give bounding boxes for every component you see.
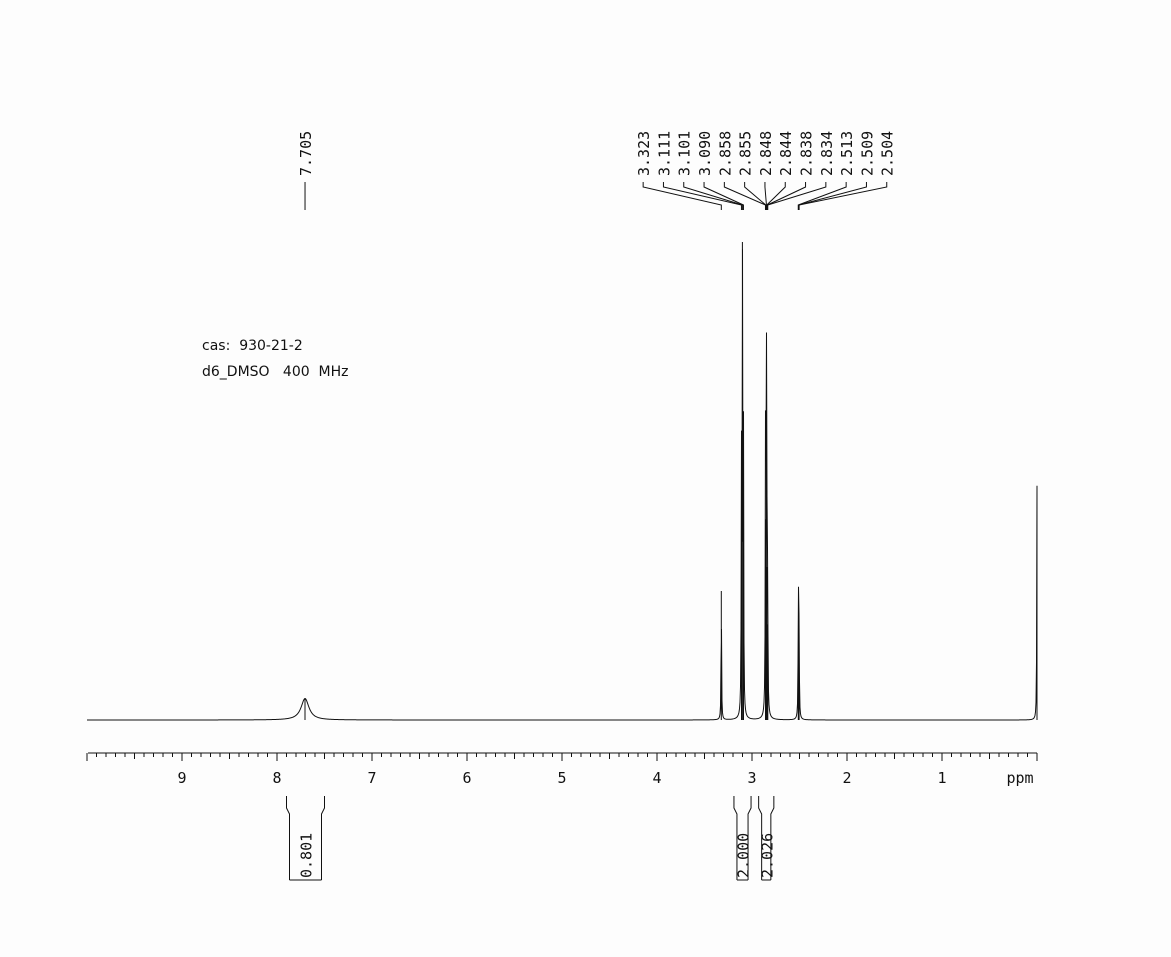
x-axis: 9 8 7 6 5 4 3 2 1 xyxy=(86,752,1038,787)
peak-labels: 7.705 3.323 3.111 3.101 3.090 2.858 2.855 2.848… xyxy=(297,131,897,210)
peak-label: 2.509 xyxy=(858,131,876,176)
peak-label-connector xyxy=(798,182,867,210)
x-axis-label: ppm xyxy=(1006,769,1033,787)
peak-label-connector xyxy=(642,182,722,210)
peak-label: 3.111 xyxy=(655,131,673,176)
x-tick-label: 9 xyxy=(177,769,186,787)
peak-label: 2.844 xyxy=(777,131,795,176)
peak-label-connector xyxy=(767,182,827,210)
peak-label-connector xyxy=(766,182,807,210)
peak-label: 7.705 xyxy=(297,131,315,176)
x-tick-label: 4 xyxy=(652,769,661,787)
peak-label-connector xyxy=(766,182,786,210)
integral-value: 2.000 xyxy=(735,833,753,878)
x-tick-label: 7 xyxy=(367,769,376,787)
x-tick-label: 6 xyxy=(462,769,471,787)
x-tick-label: 1 xyxy=(937,769,946,787)
peak-label-connector xyxy=(798,182,888,210)
spectrum-trace xyxy=(87,242,1038,721)
peak-label-connector xyxy=(703,182,744,210)
x-tick-label: 8 xyxy=(272,769,281,787)
peak-label: 2.504 xyxy=(879,131,897,176)
integral-bracket xyxy=(286,796,290,880)
sample-cas-annotation: cas: 930-21-2 xyxy=(202,338,303,354)
peak-label: 2.834 xyxy=(818,131,836,176)
integrals: 0.801 2.000 2.026 xyxy=(286,796,776,881)
peak-label-connector xyxy=(744,182,767,210)
peak-label-connector xyxy=(662,182,742,210)
x-tick-label: 5 xyxy=(557,769,566,787)
integral-bracket xyxy=(758,796,763,880)
integral-value: 2.026 xyxy=(758,833,776,878)
integral-bracket xyxy=(733,796,738,880)
peak-label: 3.101 xyxy=(676,131,694,176)
peak-label: 2.513 xyxy=(838,131,856,176)
peak-label: 2.855 xyxy=(737,131,755,176)
peak-label-connector xyxy=(683,182,743,210)
peak-label: 2.858 xyxy=(716,131,734,176)
sample-conditions-annotation: d6_DMSO 400 MHz xyxy=(202,364,349,380)
peak-label: 3.090 xyxy=(696,131,714,176)
x-tick-label: 2 xyxy=(842,769,851,787)
x-tick-label: 3 xyxy=(747,769,756,787)
peak-label: 2.838 xyxy=(798,131,816,176)
integral-bracket xyxy=(321,796,325,880)
peak-label: 2.848 xyxy=(757,131,775,176)
integral-bracket xyxy=(747,796,752,880)
integral-bracket xyxy=(770,796,775,880)
peak-label: 3.323 xyxy=(635,131,653,176)
integral-value: 0.801 xyxy=(298,833,316,878)
